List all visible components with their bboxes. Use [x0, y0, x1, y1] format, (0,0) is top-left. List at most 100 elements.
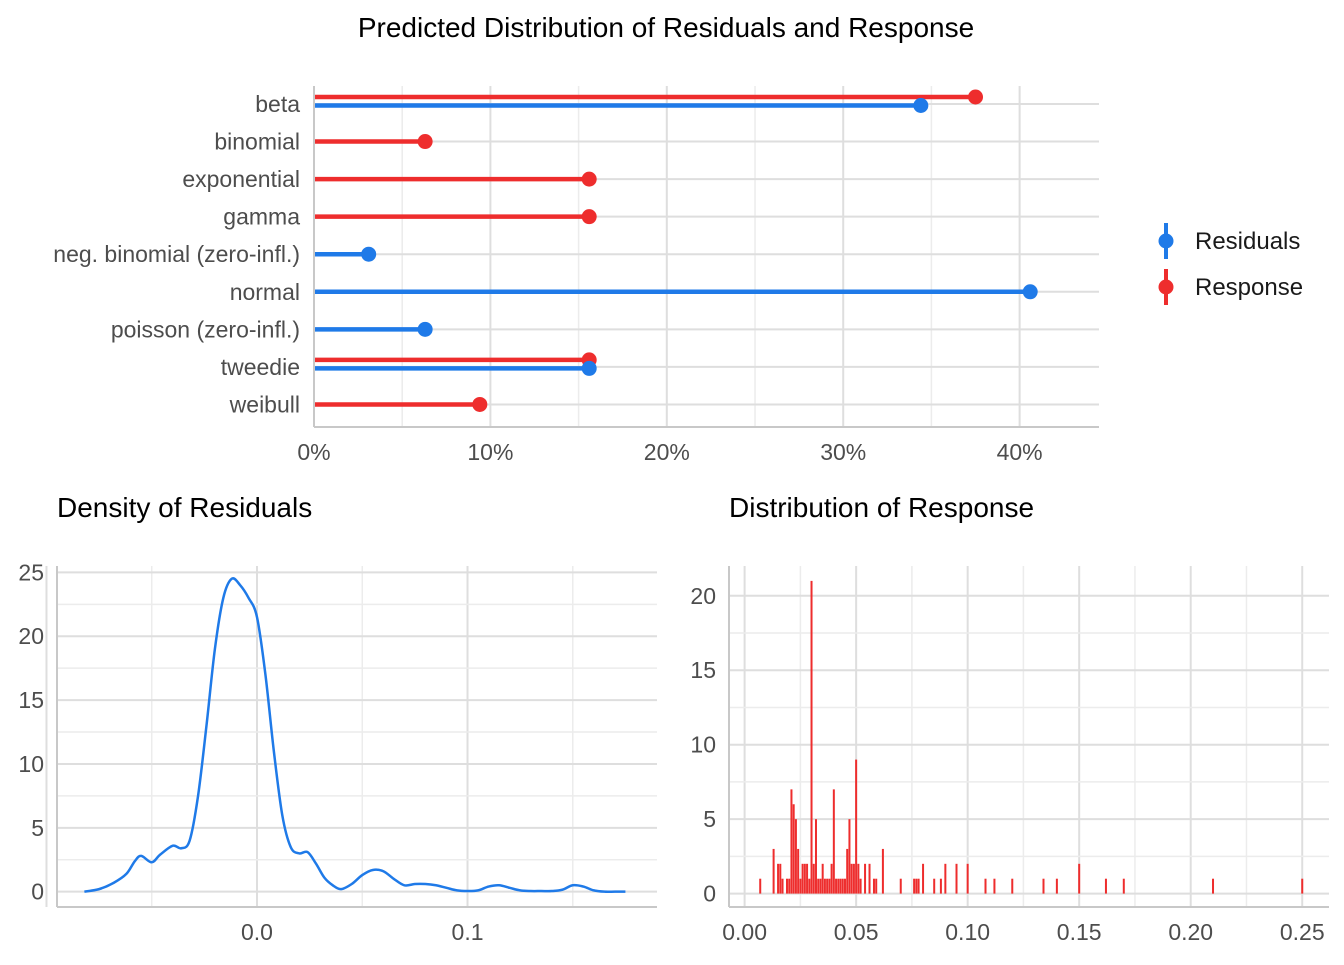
response-bar-33 [848, 819, 851, 894]
response-bar-40 [868, 863, 871, 894]
legend: Residuals Response [1158, 223, 1303, 305]
point-response-exponential [581, 171, 597, 187]
response-bar-10 [797, 848, 800, 894]
y-tick-label-response-4: 20 [690, 583, 716, 609]
response-bar-47 [917, 878, 920, 894]
response-bar-62 [1212, 878, 1215, 894]
y-tick-label-density-3: 15 [18, 687, 44, 713]
response-bar-36 [855, 759, 858, 894]
response-bar-1 [772, 848, 775, 894]
chart-title-distribution-of-response: Distribution of Response [729, 492, 1034, 523]
response-bar-2 [777, 863, 780, 894]
x-tick-label-predicted-4: 40% [997, 439, 1043, 465]
response-bar-37 [857, 863, 860, 894]
category-label-exponential: exponential [182, 166, 300, 192]
x-tick-label-predicted-3: 30% [820, 439, 866, 465]
axes-density-of-residuals: 0 5 10 15 20 25 0.0 0.1 [18, 559, 657, 945]
point-residuals-normal [1022, 284, 1038, 300]
chart-title-predicted-distribution: Predicted Distribution of Residuals and … [358, 12, 974, 43]
marks-predicted-distribution [314, 89, 1038, 412]
axes-distribution-of-response: 0 5 10 15 20 0.00 0.05 0.10 0.15 0.20 0.25 [690, 566, 1329, 945]
marks-density-of-residuals [84, 577, 626, 894]
response-bar-42 [875, 878, 878, 894]
response-bar-12 [801, 863, 804, 894]
y-tick-label-density-1: 5 [31, 815, 44, 841]
response-bar-9 [794, 819, 797, 894]
point-residuals-beta [913, 98, 929, 113]
response-bar-18 [814, 819, 817, 894]
axes-predicted-distribution: beta binomial exponential gamma neg. binomia… [53, 86, 1099, 465]
point-response-gamma [581, 209, 597, 225]
response-bar-14 [806, 863, 809, 894]
x-tick-label-response-5: 0.25 [1280, 919, 1325, 945]
response-bar-6 [788, 878, 791, 894]
response-bar-49 [933, 878, 936, 894]
response-bar-54 [984, 878, 987, 894]
panel-density-of-residuals: Density of Residuals 0 5 10 15 20 25 0.0 0.1 [18, 492, 657, 945]
response-bar-59 [1078, 863, 1081, 894]
category-label-neg-binomial-zero-infl: neg. binomial (zero-infl.) [53, 241, 300, 267]
chart-title-density-of-residuals: Density of Residuals [57, 492, 312, 523]
y-tick-label-density-5: 25 [18, 559, 44, 585]
response-bar-0 [759, 878, 762, 894]
response-bar-35 [852, 863, 855, 894]
response-bar-28 [837, 878, 840, 894]
point-residuals-poisson-zero-infl [417, 321, 433, 337]
response-bar-15 [808, 878, 811, 894]
point-residuals-neg-binomial-zero-infl [361, 246, 377, 262]
legend-item-residuals: Residuals [1158, 223, 1300, 259]
response-bar-39 [864, 863, 867, 894]
response-bar-7 [790, 789, 793, 894]
legend-key-residuals-dot [1158, 233, 1174, 249]
x-tick-label-density-0: 0.0 [241, 919, 273, 945]
response-bar-60 [1104, 878, 1107, 894]
point-response-weibull [472, 396, 488, 412]
y-tick-label-density-0: 0 [31, 879, 44, 905]
response-bar-30 [841, 878, 844, 894]
response-bar-52 [955, 863, 958, 894]
y-tick-label-density-2: 10 [18, 751, 44, 777]
response-bar-16 [810, 580, 813, 894]
response-bar-63 [1301, 878, 1304, 894]
category-label-beta: beta [255, 91, 300, 117]
response-bar-41 [872, 878, 875, 894]
response-bar-56 [1011, 878, 1014, 894]
response-bar-55 [993, 878, 996, 894]
response-bar-5 [785, 878, 788, 894]
point-response-beta [968, 89, 984, 105]
category-label-poisson-zero-infl: poisson (zero-infl.) [111, 316, 300, 342]
response-bar-3 [779, 863, 782, 894]
grid-predicted-distribution [313, 86, 1099, 427]
response-bar-25 [830, 863, 833, 894]
x-tick-label-response-4: 0.20 [1168, 919, 1213, 945]
y-tick-label-response-3: 15 [690, 657, 716, 683]
x-tick-label-response-1: 0.05 [834, 919, 879, 945]
response-bar-57 [1042, 878, 1045, 894]
response-bar-31 [843, 878, 846, 894]
response-bar-26 [832, 789, 835, 894]
panel-distribution-of-response: Distribution of Response 0 5 10 15 20 0.00 0.0… [690, 492, 1329, 945]
response-bar-13 [803, 863, 806, 894]
response-bar-22 [823, 878, 826, 894]
x-tick-label-density-1: 0.1 [452, 919, 484, 945]
response-bar-46 [915, 878, 918, 894]
point-residuals-tweedie [581, 360, 597, 376]
response-bar-38 [859, 878, 862, 894]
x-tick-label-response-3: 0.15 [1057, 919, 1102, 945]
y-tick-label-response-1: 5 [703, 806, 716, 832]
marks-distribution-of-response [759, 580, 1304, 894]
response-bar-29 [839, 878, 842, 894]
response-bar-19 [817, 878, 820, 894]
legend-key-response-dot [1158, 279, 1174, 295]
x-tick-label-predicted-0: 0% [297, 439, 330, 465]
response-bar-51 [944, 863, 947, 894]
y-tick-label-density-4: 20 [18, 623, 44, 649]
response-bar-27 [835, 878, 838, 894]
response-bar-32 [846, 848, 849, 894]
y-tick-label-response-2: 10 [690, 732, 716, 758]
x-tick-label-predicted-2: 20% [644, 439, 690, 465]
response-bar-48 [922, 863, 925, 894]
response-bar-17 [812, 863, 815, 894]
